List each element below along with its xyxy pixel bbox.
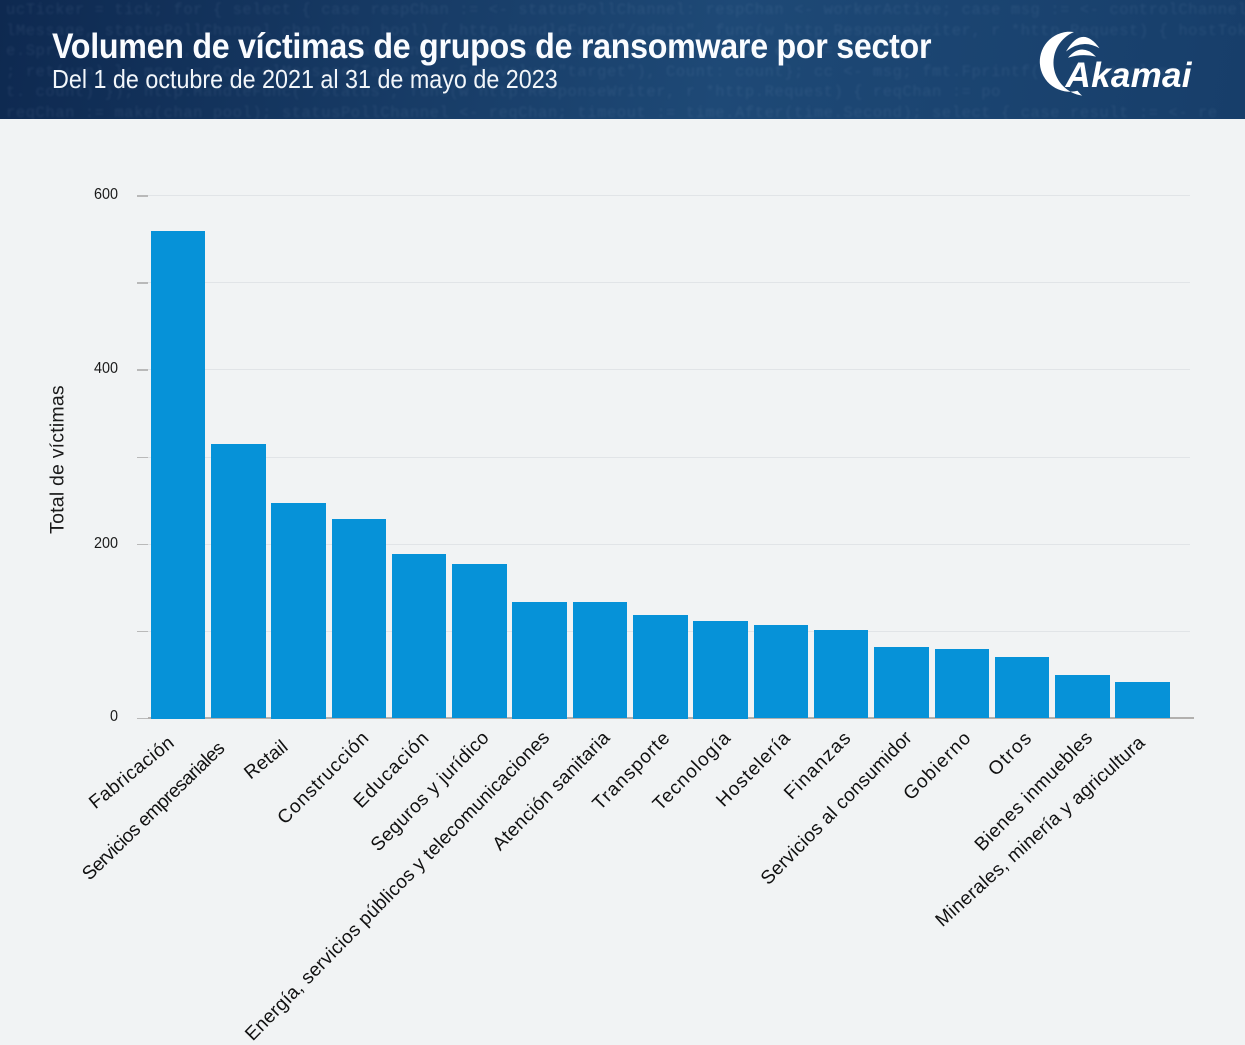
svg-text:Akamai: Akamai [1065,56,1193,95]
